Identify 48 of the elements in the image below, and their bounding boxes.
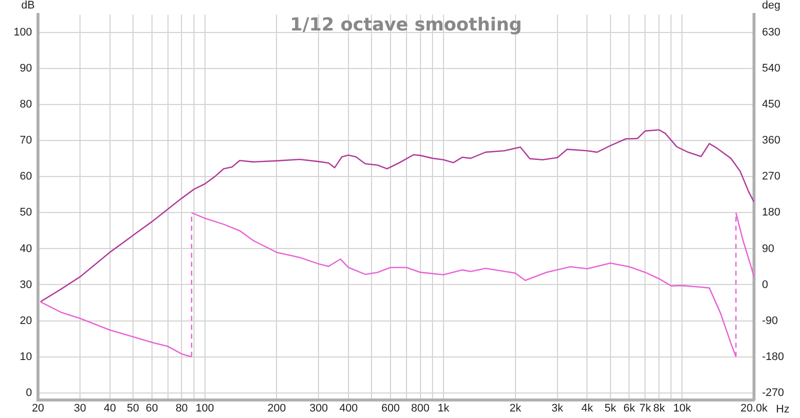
x-tick-label: 600	[381, 402, 400, 415]
x-tick-label: 300	[310, 402, 328, 415]
x-tick-label: 50	[126, 402, 140, 415]
x-tick-label: 6k	[623, 402, 636, 415]
x-tick-label: 200	[267, 402, 286, 415]
x-tick-label: 100	[196, 402, 214, 415]
y2-axis-title: deg	[762, 0, 780, 12]
x-tick-label: 4k	[581, 402, 594, 415]
x-tick-label: 8k	[653, 402, 666, 415]
x-axis-title: Hz	[776, 404, 790, 416]
y2-tick-label: 630	[762, 26, 780, 39]
x-tick-label: 60	[146, 402, 158, 415]
y-tick-label: 10	[20, 350, 32, 363]
x-tick-label: 1k	[438, 402, 450, 415]
y-axis-title: dB	[21, 0, 35, 12]
y-tick-label: 100	[14, 26, 32, 39]
y2-tick-label: -270	[762, 386, 784, 399]
x-tick-label: 400	[339, 402, 358, 415]
y-tick-label: 60	[20, 170, 32, 183]
y2-tick-label: 270	[762, 170, 780, 183]
y-tick-label: 40	[20, 242, 32, 255]
y2-tick-label: -90	[762, 314, 778, 327]
x-tick-label: 5k	[604, 402, 617, 415]
x-tick-label: 80	[176, 402, 188, 415]
x-tick-label: 7k	[639, 402, 652, 415]
y-tick-label: 20	[20, 314, 32, 327]
y2-tick-label: 180	[762, 206, 780, 219]
chart-title: 1/12 octave smoothing	[290, 14, 522, 36]
x-tick-label: 20.0k	[740, 402, 768, 415]
y-tick-label: 90	[20, 62, 32, 75]
y2-tick-label: -180	[762, 350, 784, 363]
y2-tick-label: 90	[762, 242, 774, 255]
x-tick-label: 40	[104, 402, 116, 415]
x-tick-label: 30	[74, 402, 86, 415]
x-tick-label: 800	[411, 402, 430, 415]
y-tick-label: 0	[26, 386, 32, 399]
y-tick-label: 70	[20, 134, 32, 147]
y2-tick-label: 360	[762, 134, 780, 147]
x-tick-label: 10k	[673, 402, 692, 415]
x-tick-label: 20	[32, 402, 44, 415]
y-tick-label: 50	[20, 206, 32, 219]
x-tick-label: 3k	[552, 402, 564, 415]
x-tick-label: 2k	[510, 402, 522, 415]
y-tick-label: 30	[20, 278, 32, 291]
y2-tick-label: 0	[762, 278, 768, 291]
y2-tick-label: 450	[762, 98, 780, 111]
y2-tick-label: 540	[762, 62, 780, 75]
y-tick-label: 80	[20, 98, 32, 111]
